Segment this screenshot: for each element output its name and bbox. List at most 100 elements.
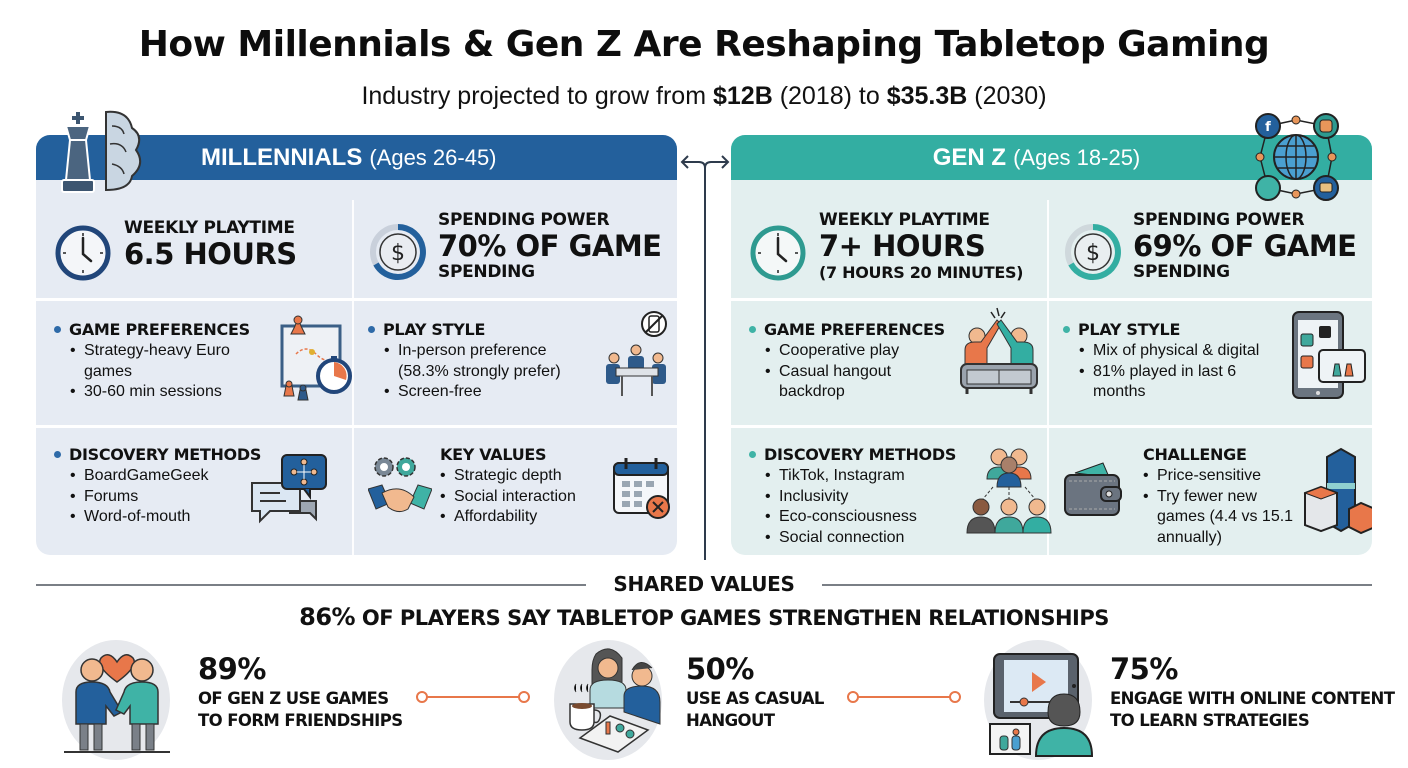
spending-power-value: 69% OF GAME	[1133, 229, 1357, 263]
connector-line	[847, 691, 961, 703]
discovery-methods-card: DISCOVERY METHODS BoardGameGeek Forums W…	[54, 445, 344, 528]
list-item: Screen-free	[384, 382, 588, 403]
fact-line: USE AS CASUAL	[686, 689, 824, 708]
svg-text:$: $	[391, 241, 405, 266]
brain-icon	[105, 110, 142, 192]
gears-handshake-icon	[368, 457, 432, 513]
divider	[36, 425, 677, 428]
bullet-dot	[749, 326, 756, 333]
connector-line	[416, 691, 530, 703]
discovery-methods-title: DISCOVERY METHODS	[69, 445, 262, 464]
key-values-title: KEY VALUES	[440, 445, 547, 464]
list-item: Strategy-heavy Euro games	[70, 341, 254, 382]
chess-king-icon	[61, 112, 95, 193]
svg-text:f: f	[1265, 120, 1271, 135]
list-item: Affordability	[440, 507, 600, 528]
list-item: BoardGameGeek	[70, 466, 344, 487]
list-item: Cooperative play	[765, 341, 949, 362]
weekly-playtime-label: WEEKLY PLAYTIME	[124, 218, 295, 238]
list-item: Word-of-mouth	[70, 507, 344, 528]
spending-power-label: SPENDING POWER	[438, 210, 610, 230]
play-style-title: PLAY STYLE	[383, 320, 486, 339]
weekly-playtime-label: WEEKLY PLAYTIME	[819, 210, 990, 230]
people-at-table-no-phone-icon	[606, 311, 667, 396]
game-preferences-title: GAME PREFERENCES	[69, 320, 250, 339]
genz-header: GEN Z (Ages 18-25)	[731, 135, 1372, 180]
discovery-methods-title: DISCOVERY METHODS	[764, 445, 957, 464]
weekly-playtime-value: 6.5 HOURS	[124, 237, 297, 271]
clock-icon	[750, 225, 806, 281]
list-item: Mix of physical & digital	[1079, 341, 1283, 362]
millennials-ages: (Ages 26-45)	[369, 144, 497, 170]
dollar-ring-icon: $	[1065, 224, 1121, 280]
fact-pct: 75%	[1110, 652, 1178, 686]
board-game-timer-icon	[280, 315, 352, 401]
calendar-cancel-icon	[613, 458, 670, 519]
shared-fact-friendships: 89% OF GEN Z USE GAMES TO FORM FRIENDSHI…	[62, 640, 403, 760]
millennials-name: MILLENNIALS	[201, 143, 363, 171]
page-subtitle: Industry projected to grow from $12B (20…	[361, 82, 1047, 110]
divider	[1047, 200, 1049, 555]
game-boxes-icon	[1303, 447, 1372, 535]
divider	[352, 200, 354, 555]
fact-pct: 89%	[198, 652, 266, 686]
high-five-couch-icon	[960, 307, 1038, 394]
genz-panel: GEN Z (Ages 18-25) WEEKLY PLAYTIME 7+ HO…	[731, 135, 1372, 555]
play-style-card: PLAY STYLE Mix of physical & digital 81%…	[1063, 311, 1366, 403]
bullet-dot	[749, 451, 756, 458]
divider-right	[822, 584, 1372, 586]
genz-grid: WEEKLY PLAYTIME 7+ HOURS (7 HOURS 20 MIN…	[731, 180, 1372, 555]
list-item: Eco-consciousness	[765, 507, 1039, 528]
value-2030: $35.3B	[886, 82, 968, 110]
play-style-title: PLAY STYLE	[1078, 320, 1181, 339]
fact-line: TO LEARN STRATEGIES	[1110, 711, 1310, 730]
list-item: Casual hangout backdrop	[765, 362, 949, 403]
divider	[36, 298, 677, 301]
list-item: Strategic depth	[440, 466, 600, 487]
bullet-dot	[54, 326, 61, 333]
divider	[731, 425, 1372, 428]
list-item: Inclusivity	[765, 487, 1039, 508]
list-item: Social interaction	[440, 487, 600, 508]
spending-power-label: SPENDING POWER	[1133, 210, 1305, 230]
spending-power-note: SPENDING	[438, 262, 535, 282]
play-style-card: PLAY STYLE In-person preference (58.3% s…	[368, 311, 668, 403]
spending-power-note: SPENDING	[1133, 262, 1230, 282]
game-preferences-card: GAME PREFERENCES Strategy-heavy Euro gam…	[54, 315, 352, 403]
shared-fact-hangout: 50% USE AS CASUAL HANGOUT	[550, 640, 840, 760]
divider-left	[36, 584, 586, 586]
fact-line: ENGAGE WITH ONLINE CONTENT	[1110, 689, 1395, 708]
bullet-dot	[54, 451, 61, 458]
comparison-connector	[680, 155, 730, 560]
list-item: 30-60 min sessions	[70, 382, 254, 403]
list-item: Price-sensitive	[1143, 466, 1308, 487]
shared-values-headline: 86% OF PLAYERS SAY TABLETOP GAMES STRENG…	[299, 603, 1109, 631]
fact-line: TO FORM FRIENDSHIPS	[198, 711, 403, 730]
weekly-playtime-note: (7 HOURS 20 MINUTES)	[819, 263, 1024, 282]
dollar-ring-icon: $	[370, 224, 426, 280]
shared-values-title: SHARED VALUES	[613, 572, 795, 596]
millennials-header: MILLENNIALS (Ages 26-45)	[36, 135, 677, 180]
millennials-grid: WEEKLY PLAYTIME 6.5 HOURS $ SPENDING POW…	[36, 180, 677, 555]
svg-text:$: $	[1086, 241, 1100, 266]
wallet-icon	[1064, 462, 1122, 516]
list-item: Try fewer new games (4.4 vs 15.1 annuall…	[1143, 487, 1308, 549]
phone-tablet-apps-icon	[1292, 311, 1366, 399]
coffee-board-game-icon	[569, 648, 661, 753]
game-preferences-card: GAME PREFERENCES Cooperative play Casual…	[749, 307, 1039, 403]
list-item: Forums	[70, 487, 344, 508]
friends-heart-icon	[64, 654, 170, 753]
value-2018: $12B	[712, 82, 773, 110]
fact-line: HANGOUT	[686, 711, 775, 730]
diverse-group-icon	[966, 448, 1052, 534]
bullet-dot	[368, 326, 375, 333]
divider	[731, 298, 1372, 301]
game-preferences-title: GAME PREFERENCES	[764, 320, 945, 339]
millennials-panel: MILLENNIALS (Ages 26-45) WEEKLY PLAYTIME…	[36, 135, 677, 555]
genz-name: GEN Z	[932, 143, 1007, 171]
clock-icon	[55, 225, 111, 281]
chess-king-brain-icon	[61, 110, 142, 193]
discovery-methods-card: DISCOVERY METHODS TikTok, Instagram Incl…	[749, 445, 1052, 548]
chat-bubbles-icon	[251, 454, 327, 524]
social-globe-network-icon: f	[1255, 113, 1339, 201]
